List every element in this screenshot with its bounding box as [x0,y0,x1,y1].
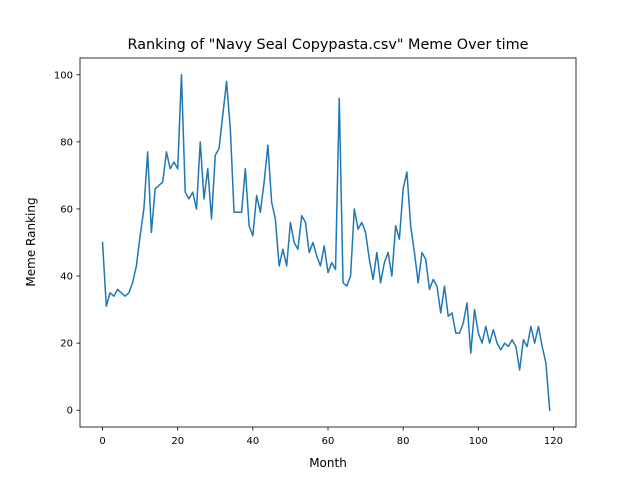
series-line-0 [101,74,551,412]
x-tick-label: 0 [99,436,105,447]
x-tick-label: 120 [544,436,563,447]
x-tick-label: 60 [322,436,335,447]
x-tick-label: 20 [171,436,184,447]
y-tick-label: 0 [67,406,73,417]
x-tick-label: 80 [397,436,410,447]
y-tick-label: 40 [60,272,73,283]
y-tick-label: 100 [54,70,73,81]
chart-title: Ranking of "Navy Seal Copypasta.csv" Mem… [128,37,529,53]
x-tick-label: 100 [469,436,488,447]
y-tick-label: 20 [60,339,73,350]
plot-area [101,74,551,412]
y-axis-label: Meme Ranking [24,197,38,286]
axes: 0 20 40 60 80 100 120 0 20 40 60 80 100 [54,57,577,447]
y-tick-label: 80 [60,137,73,148]
y-tick-label: 60 [60,204,73,215]
x-tick-label: 40 [246,436,259,447]
x-axis-label: Month [309,456,347,470]
